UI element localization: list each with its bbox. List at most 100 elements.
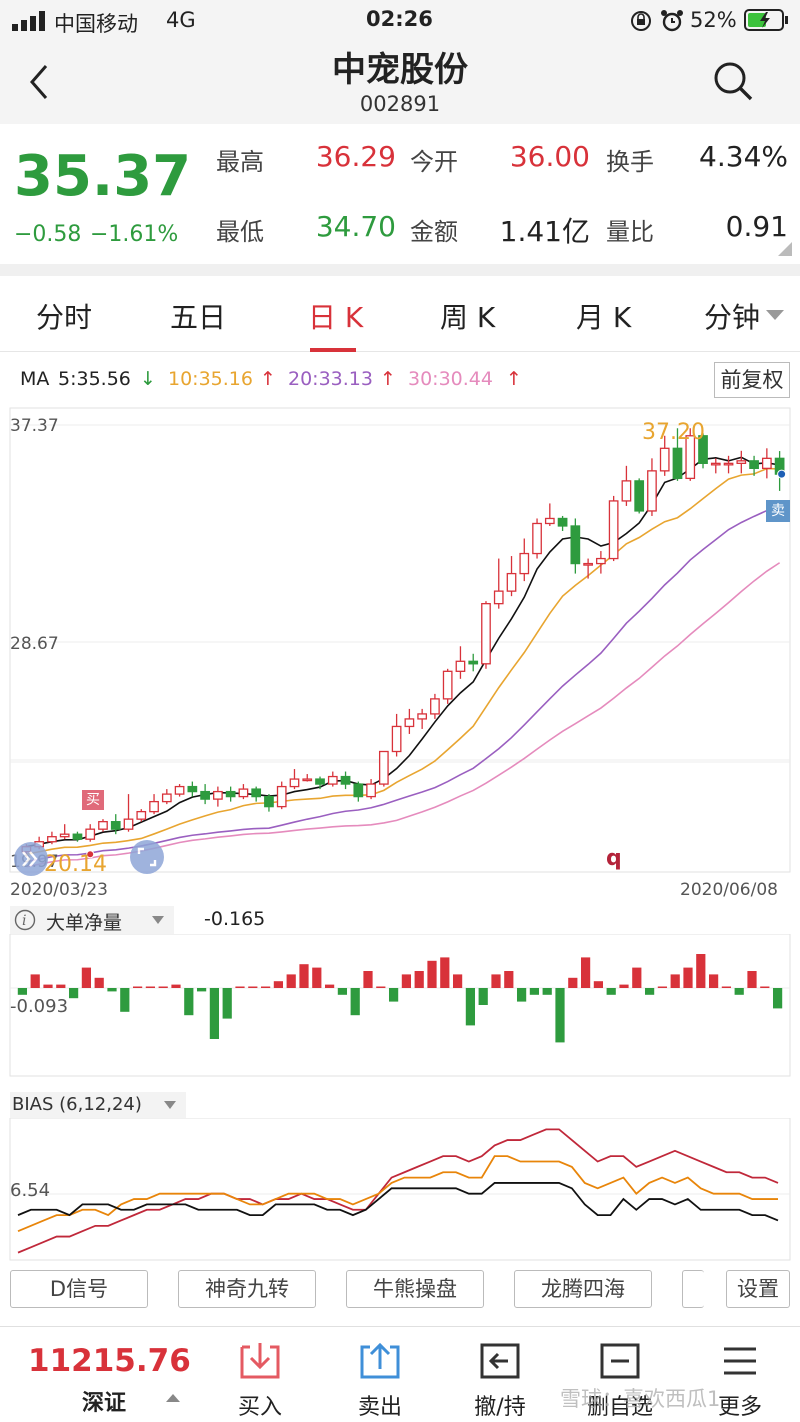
net-volume-bar [30,974,40,988]
chip-bull-bear[interactable]: 牛熊操盘 [346,1270,484,1308]
price-change: −0.58 [14,222,82,247]
indicator-value: -0.165 [204,908,266,930]
amount-label: 金额 [410,218,458,246]
net-volume-bar [222,988,232,1019]
candle [251,786,262,802]
candle [378,750,389,787]
quote-panel: 35.37 −0.58 −1.61% 最高 36.29 今开 36.00 换手 … [0,124,800,264]
indicator-selector[interactable]: i 大单净量 [10,906,174,934]
ma20-value: 20:33.13 [288,368,373,390]
tab-intraday[interactable]: 分时 [36,301,93,334]
settings-button[interactable]: 设置 [726,1270,790,1308]
carrier-label: 中国移动 [54,12,138,36]
candle-body [647,470,657,512]
candle [659,435,670,476]
double-chevron-icon [22,851,38,867]
fullscreen-icon [137,847,157,867]
candle [570,518,581,574]
candle [315,776,325,790]
candle [225,786,236,802]
sell-button[interactable]: 卖出 [357,1395,402,1420]
last-price-dot [777,469,787,479]
remove-watchlist-button[interactable]: 删自选 [586,1395,653,1420]
tab-minute[interactable]: 分钟 [704,301,761,334]
high-price-marker: 37.20 [642,420,705,445]
net-volume-bar [184,988,194,1016]
net-volume-bar [107,988,117,992]
candle [417,708,428,729]
net-volume-bar [619,984,629,988]
expand-corner-icon[interactable] [778,242,792,256]
candle [442,668,453,704]
chip-d-signal[interactable]: D信号 [10,1270,148,1308]
net-volume-bar [593,981,604,988]
net-volume-bar [145,986,156,988]
ma30-value: 30:30.44 [408,368,493,390]
net-volume-bar [529,988,540,995]
collapse-left-button[interactable] [14,842,48,876]
bias-selector[interactable]: BIAS (6,12,24) [10,1092,186,1118]
bias-chart [9,1118,791,1261]
net-volume-bar [196,988,207,992]
back-icon[interactable] [26,62,54,102]
candle-body [366,783,376,798]
bar-frame [9,934,791,1077]
candle-body [659,447,670,472]
adjust-toggle-button[interactable]: 前复权 [714,362,790,398]
stock-name: 中宠股份 [332,50,468,90]
candle [110,814,121,835]
candle-body [187,785,198,793]
candle-body [710,462,721,466]
candle [187,781,198,797]
candle [213,786,223,807]
sell-icon [360,1342,400,1379]
index-name[interactable]: 深证 [82,1391,127,1416]
chip-magic-nine[interactable]: 神奇九转 [178,1270,316,1308]
q-mark: q [606,846,622,871]
low-price-marker: 20.14 [44,852,107,877]
candle-body [225,790,236,798]
net-volume-bar [401,974,412,988]
candle [506,556,517,597]
index-value[interactable]: 11215.76 [28,1343,191,1379]
net-volume-bar [670,974,680,988]
bias-frame [9,1118,791,1261]
chip-partial[interactable] [682,1270,704,1308]
more-button[interactable]: 更多 [717,1395,762,1420]
candle [468,653,479,672]
tab-daily-k[interactable]: 日 K [308,301,364,334]
network-label: 4G [166,8,196,32]
candle-body [289,778,300,788]
price-change-pct: −1.61% [90,222,179,247]
buy-button[interactable]: 买入 [237,1395,282,1420]
tab-five-day[interactable]: 五日 [170,301,227,334]
net-volume-bar [747,971,757,988]
date-end: 2020/06/08 [680,880,778,900]
candle-body [736,460,747,464]
net-volume-bar [772,988,783,1009]
candle [302,774,313,782]
indicator-title: 大单净量 [46,912,123,934]
candle [519,538,530,582]
clock: 02:26 [366,7,433,31]
status-bar: 中国移动 4G 02:26 52% [0,0,800,40]
open-value: 36.00 [509,140,590,173]
net-volume-bar [337,988,348,995]
candle-body [251,788,262,798]
net-volume-bar [17,988,28,995]
tab-monthly-k[interactable]: 月 K [576,301,632,334]
cancel-hold-button[interactable]: 撤/持 [474,1395,526,1420]
candle-body [123,818,134,830]
search-icon[interactable] [712,60,754,102]
candle [481,601,491,669]
fullscreen-button[interactable] [130,840,164,874]
tab-weekly-k[interactable]: 周 K [440,301,496,334]
separator [0,264,800,276]
ma30-line [26,562,781,868]
chip-dragon-four-seas[interactable]: 龙腾四海 [514,1270,652,1308]
kline-chart[interactable] [0,404,800,902]
bias-line-1 [17,1128,779,1254]
candle-body [340,775,351,785]
net-volume-bar [235,986,245,988]
candle [289,769,300,790]
